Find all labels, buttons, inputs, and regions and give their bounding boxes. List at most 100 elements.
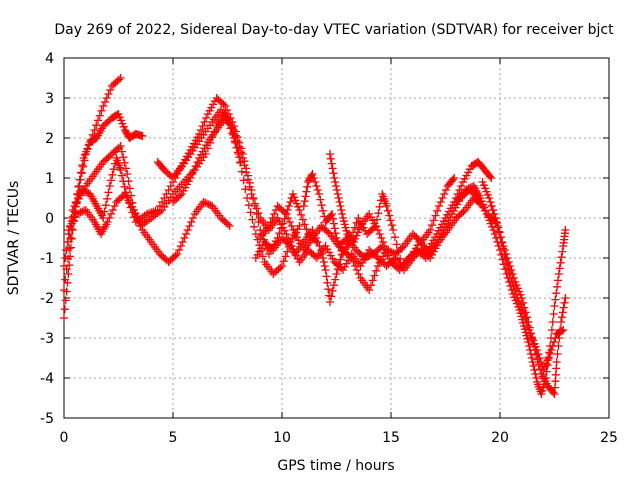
data-point <box>553 276 562 285</box>
axis-ticks <box>63 57 610 419</box>
data-point <box>510 286 519 294</box>
data-point <box>521 314 530 322</box>
data-point <box>171 251 180 260</box>
data-point <box>354 270 363 278</box>
data-point <box>221 102 230 110</box>
data-point <box>313 186 322 194</box>
data-point <box>427 221 436 230</box>
data-point <box>250 199 259 208</box>
data-point <box>116 166 125 174</box>
data-point <box>429 216 438 225</box>
data-point <box>99 102 108 110</box>
data-point <box>313 238 322 246</box>
y-tick-label: 3 <box>45 91 54 107</box>
chart-title: Day 269 of 2022, Sidereal Day-to-day VTE… <box>54 22 614 38</box>
data-point <box>559 326 568 334</box>
data-point <box>466 183 475 192</box>
data-point <box>299 202 308 210</box>
x-tick-label: 25 <box>600 430 618 446</box>
data-point <box>489 210 498 218</box>
data-point <box>109 165 118 174</box>
data-point <box>60 305 69 314</box>
data-point <box>224 110 233 118</box>
data-point <box>329 219 338 228</box>
data-point <box>326 154 335 163</box>
data-point <box>110 202 119 210</box>
data-point <box>311 252 320 261</box>
data-point <box>328 286 337 295</box>
y-tick-labels: -5 -4 -3 -2 -1 0 1 2 3 4 <box>40 51 54 427</box>
data-point <box>311 178 320 186</box>
data-point <box>77 168 86 177</box>
data-point <box>372 266 381 275</box>
data-point <box>82 188 91 197</box>
data-point <box>175 246 184 254</box>
series-track-12 <box>452 182 570 398</box>
data-point <box>223 106 232 114</box>
data-point <box>330 174 339 182</box>
data-point <box>557 318 566 326</box>
data-point <box>189 214 198 222</box>
data-point <box>295 206 304 214</box>
data-point <box>392 240 401 249</box>
data-point <box>105 214 114 222</box>
data-point <box>331 178 340 186</box>
data-point <box>61 296 70 305</box>
data-point <box>558 247 567 256</box>
data-point <box>323 278 332 287</box>
data-point <box>448 175 457 184</box>
data-point <box>264 222 273 230</box>
data-point <box>101 201 110 210</box>
data-point <box>185 222 194 230</box>
data-point <box>309 174 318 182</box>
data-point <box>284 202 293 210</box>
data-point <box>554 270 563 278</box>
data-point <box>133 214 142 222</box>
data-point <box>254 209 263 218</box>
data-point <box>200 118 209 126</box>
y-tick-label: -2 <box>40 291 54 307</box>
data-point <box>74 209 83 218</box>
data-point <box>61 254 70 262</box>
data-point <box>239 176 248 185</box>
y-tick-label: 0 <box>45 211 54 227</box>
series-track-5 <box>64 190 234 266</box>
data-point <box>338 210 347 218</box>
data-point <box>424 252 433 261</box>
data-point <box>436 198 445 206</box>
data-point <box>173 250 182 258</box>
data-point <box>77 169 86 178</box>
data-point <box>386 247 395 256</box>
data-point <box>561 294 570 302</box>
data-point <box>523 322 532 330</box>
data-point <box>244 201 253 210</box>
data-point <box>116 74 125 82</box>
data-point <box>382 246 391 254</box>
series-track-14 <box>487 202 568 374</box>
data-point <box>298 215 307 224</box>
data-point <box>287 222 296 230</box>
data-point <box>70 202 79 210</box>
data-point <box>556 258 565 267</box>
data-point <box>321 266 330 274</box>
data-point <box>373 226 382 234</box>
data-point <box>322 272 331 281</box>
data-point <box>553 350 562 358</box>
data-point <box>387 221 396 230</box>
data-point <box>186 174 195 182</box>
data-point <box>236 158 245 167</box>
data-point <box>561 226 570 234</box>
data-point <box>329 169 338 178</box>
plot-frame <box>63 57 610 419</box>
data-point <box>530 366 539 374</box>
data-point <box>522 318 531 326</box>
data-point <box>107 176 116 185</box>
data-point <box>108 170 117 179</box>
x-tick-label: 20 <box>491 430 509 446</box>
data-point <box>332 270 341 278</box>
data-point <box>297 210 306 219</box>
data-point <box>76 208 85 217</box>
data-point <box>80 206 89 215</box>
data-point <box>281 252 290 261</box>
data-point <box>335 198 344 206</box>
